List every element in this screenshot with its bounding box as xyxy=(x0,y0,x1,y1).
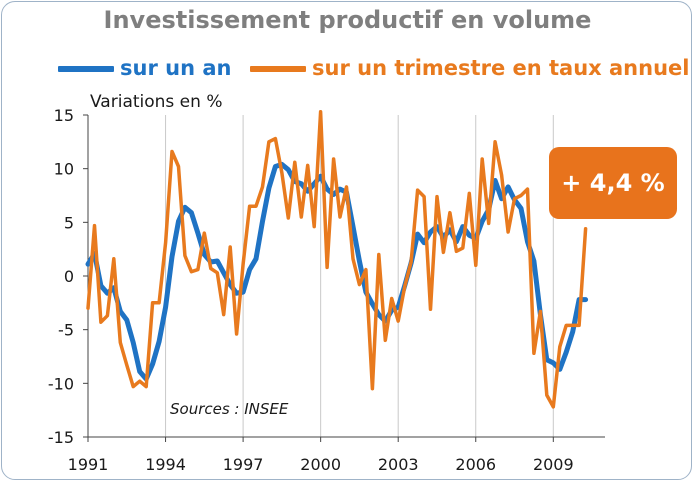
y-tick-label-15: 15 xyxy=(54,106,74,125)
legend-swatch-quarterly xyxy=(250,66,306,72)
x-tick-label-2006: 2006 xyxy=(455,455,496,474)
legend-entry-quarterly: sur un trimestre en taux annuel xyxy=(250,56,689,86)
series-line-quarterly xyxy=(86,110,588,409)
legend-label-quarterly: sur un trimestre en taux annuel xyxy=(312,56,690,80)
x-tick-label-1997: 1997 xyxy=(223,455,264,474)
chart-title: Investissement productif en volume xyxy=(103,6,592,34)
y-tick-label--15: -15 xyxy=(48,428,74,447)
x-tick-label-2003: 2003 xyxy=(378,455,419,474)
source-note: Sources : INSEE xyxy=(170,400,289,418)
y-tick-label-5: 5 xyxy=(64,213,74,232)
y-axis-label: Variations en % xyxy=(90,92,223,112)
y-tick-label--5: -5 xyxy=(58,321,74,340)
y-tick-label-10: 10 xyxy=(54,160,74,179)
y-tick-label-0: 0 xyxy=(64,267,74,286)
legend-swatch-annual xyxy=(58,66,114,72)
y-tick-label--10: -10 xyxy=(48,374,74,393)
annotation-badge: + 4,4 % xyxy=(549,147,677,219)
legend-entry-annual: sur un an xyxy=(58,56,231,86)
x-tick-label-1994: 1994 xyxy=(145,455,186,474)
x-tick-label-2000: 2000 xyxy=(300,455,341,474)
legend-label-annual: sur un an xyxy=(120,56,232,80)
x-tick-label-1991: 1991 xyxy=(68,455,109,474)
x-tick-label-2009: 2009 xyxy=(533,455,574,474)
